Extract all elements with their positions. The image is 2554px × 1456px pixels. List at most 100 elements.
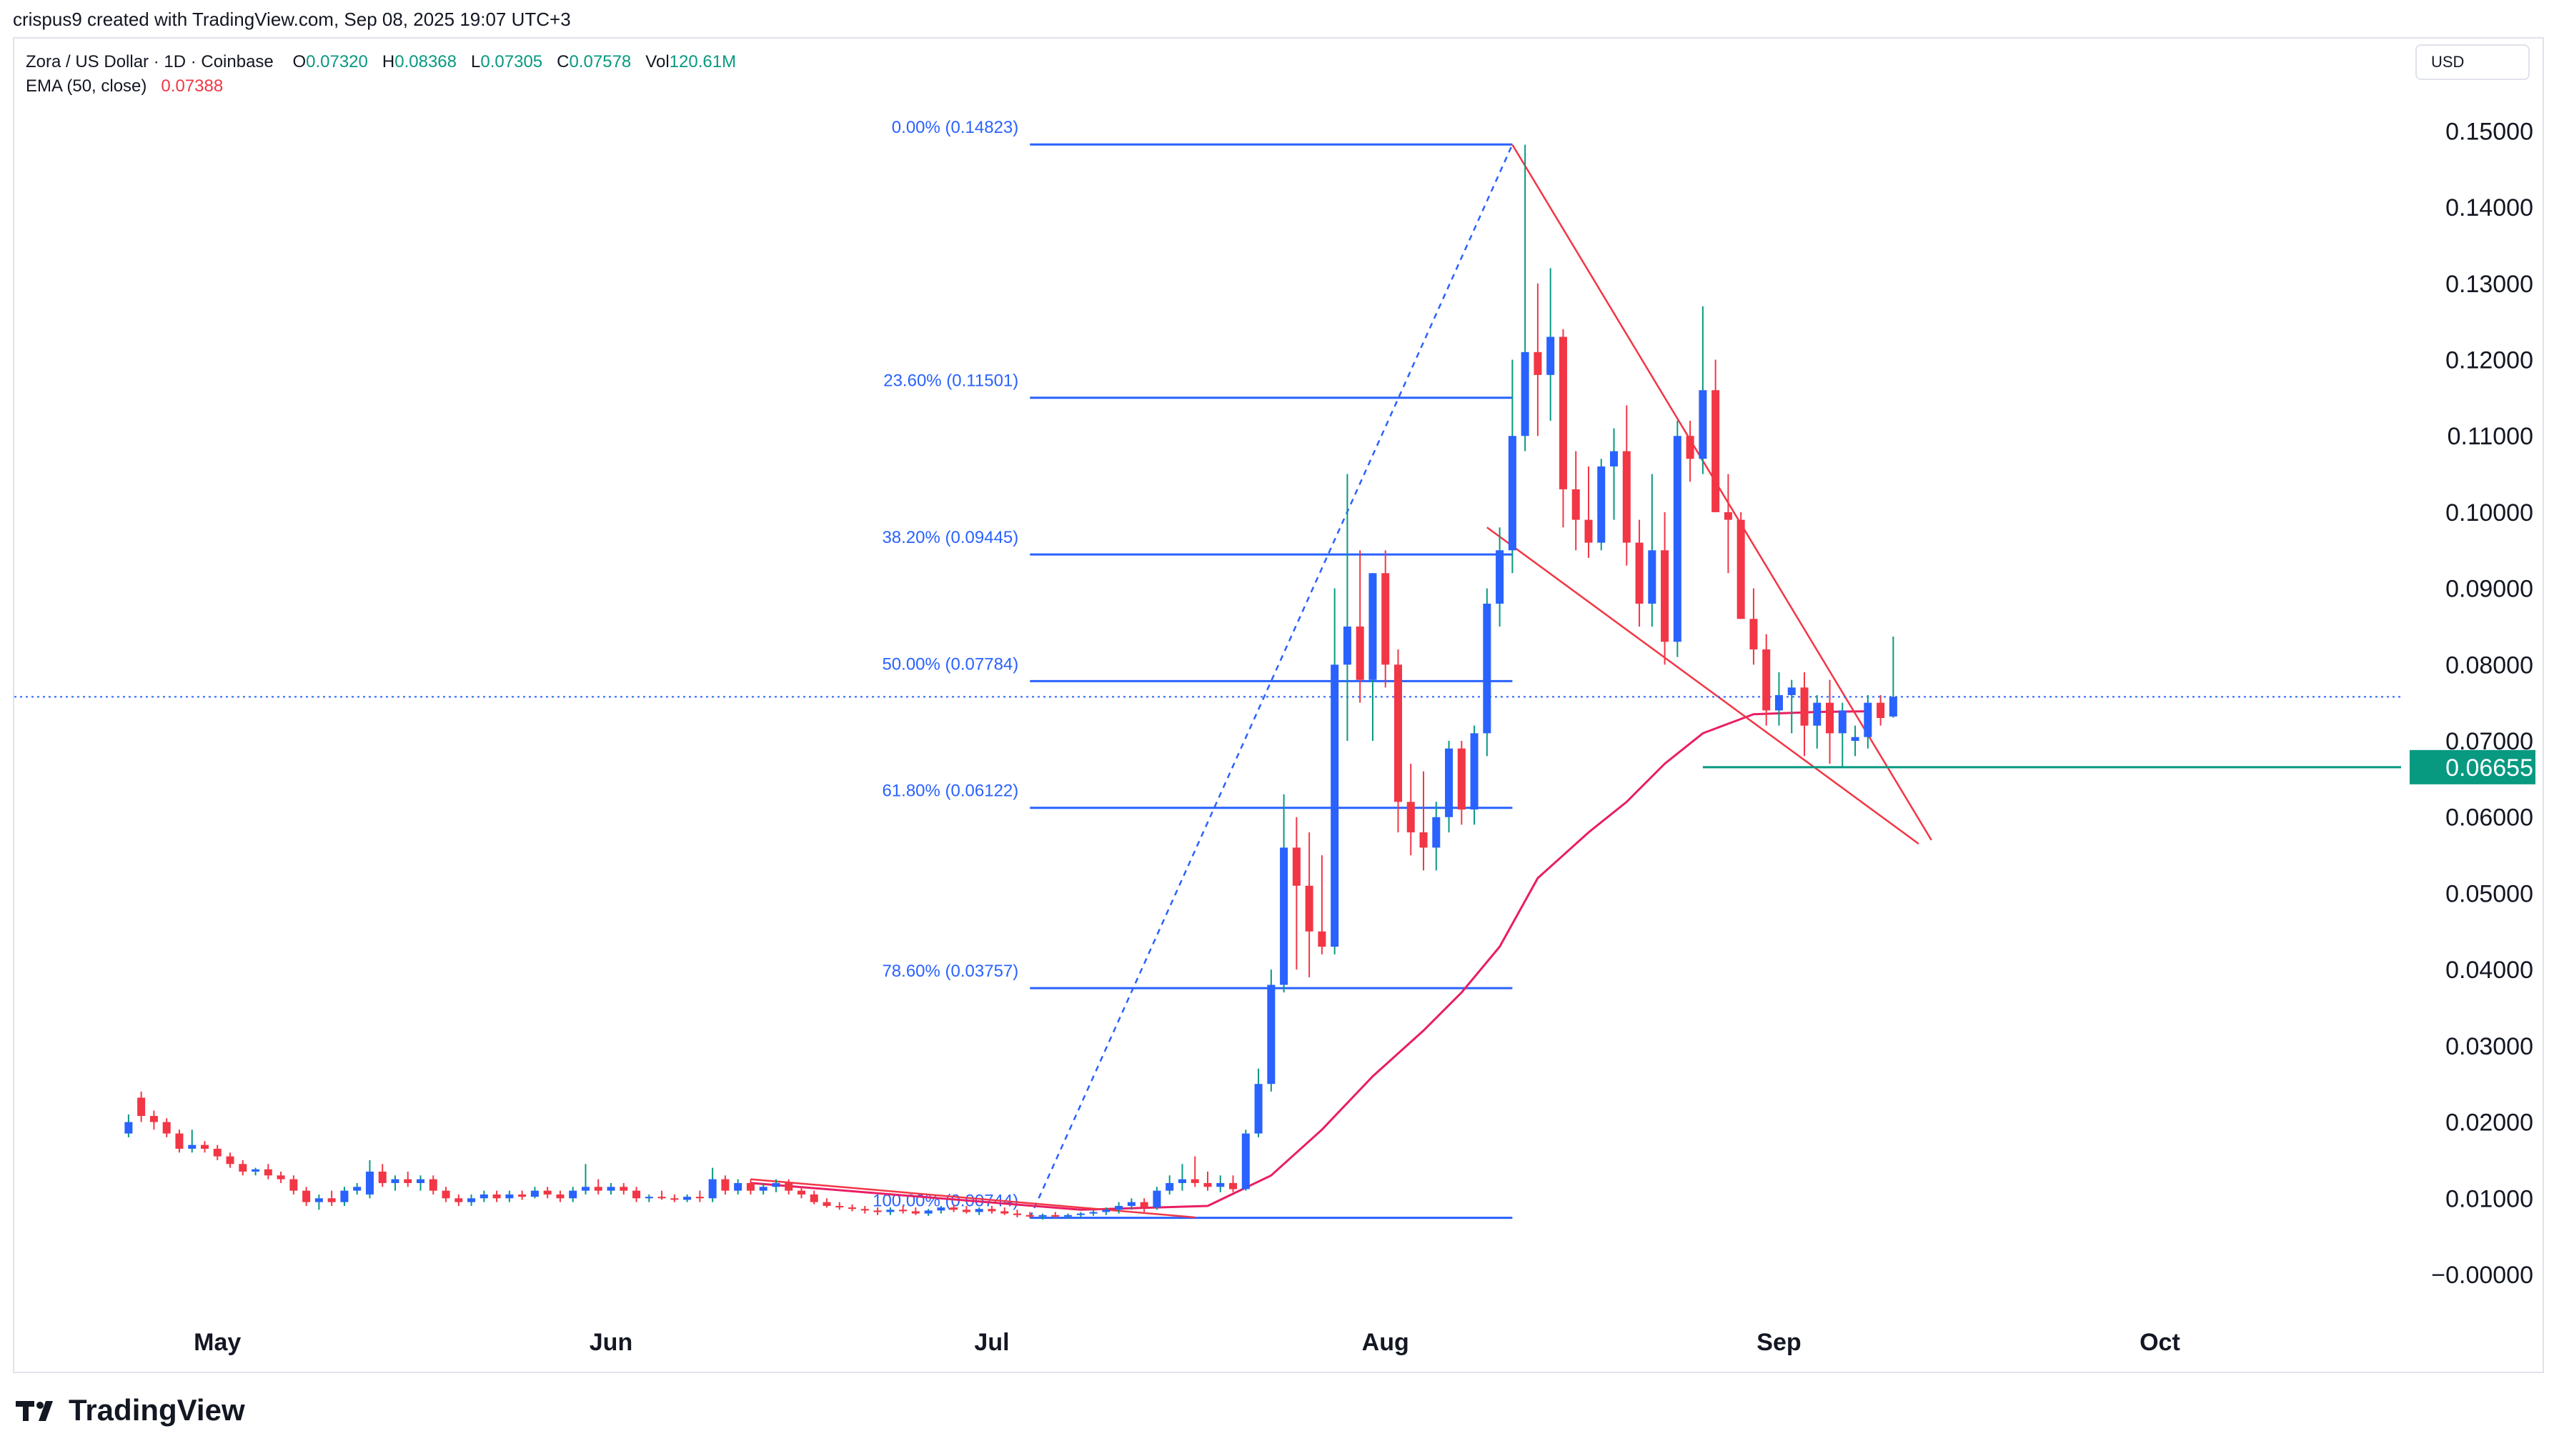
candle-body bbox=[417, 1179, 425, 1183]
candle bbox=[327, 1190, 336, 1206]
price-axis[interactable]: 0.15000 0.14000 0.13000 0.12000 0.11000 0.100… bbox=[2410, 118, 2535, 1289]
candle bbox=[734, 1179, 742, 1195]
candle bbox=[1038, 1213, 1047, 1220]
candle bbox=[1229, 1175, 1238, 1192]
candle bbox=[1178, 1164, 1186, 1191]
candle-body bbox=[1851, 737, 1859, 742]
candle bbox=[924, 1209, 933, 1216]
candle-body bbox=[1419, 832, 1428, 848]
candle bbox=[213, 1145, 222, 1160]
candle bbox=[1419, 771, 1428, 871]
candle-body bbox=[975, 1209, 983, 1212]
candle-body bbox=[1877, 702, 1885, 719]
candle-body bbox=[1203, 1182, 1212, 1187]
candle-body bbox=[1267, 984, 1276, 1084]
candle-body bbox=[1115, 1205, 1123, 1210]
currency-button[interactable]: USD bbox=[2415, 44, 2530, 80]
candle-body bbox=[200, 1145, 209, 1149]
candle-body bbox=[1102, 1210, 1110, 1212]
candle bbox=[1203, 1171, 1212, 1191]
candle-body bbox=[1393, 664, 1402, 802]
candle bbox=[404, 1171, 412, 1187]
candle bbox=[1292, 817, 1301, 970]
candle-body bbox=[848, 1207, 857, 1210]
candle bbox=[1356, 550, 1364, 703]
fibonacci-retracement[interactable]: 0.00% (0.14823) 23.60% (0.11501) 38.20% (0… bbox=[873, 118, 1514, 1220]
candle-body bbox=[1051, 1215, 1060, 1217]
candle bbox=[1267, 969, 1276, 1092]
candle bbox=[480, 1190, 488, 1202]
candle-body bbox=[695, 1197, 704, 1199]
candle bbox=[505, 1190, 514, 1202]
tradingview-logo[interactable]: TradingView bbox=[16, 1393, 245, 1427]
candle-body bbox=[1305, 885, 1313, 932]
candle bbox=[289, 1175, 298, 1195]
candle bbox=[1013, 1210, 1022, 1217]
candle bbox=[899, 1205, 908, 1214]
candle bbox=[810, 1190, 818, 1205]
candle-body bbox=[1826, 702, 1834, 734]
candle-body bbox=[1521, 351, 1529, 437]
candle bbox=[1521, 144, 1529, 452]
candle-body bbox=[1038, 1215, 1047, 1217]
price-tick-label: 0.06000 bbox=[2445, 804, 2533, 832]
candle bbox=[950, 1204, 958, 1212]
candle bbox=[962, 1205, 970, 1214]
ema-label[interactable]: EMA (50, close) bbox=[26, 76, 147, 96]
candle bbox=[1432, 802, 1441, 871]
candle bbox=[1749, 588, 1758, 665]
candle-body bbox=[1699, 390, 1707, 459]
candle bbox=[683, 1194, 692, 1202]
candle-body bbox=[683, 1197, 692, 1200]
time-tick-label: Oct bbox=[2140, 1329, 2180, 1356]
candle bbox=[835, 1202, 844, 1210]
candle-body bbox=[1661, 550, 1669, 642]
candle-body bbox=[1432, 817, 1441, 848]
candle bbox=[1877, 695, 1885, 726]
candle bbox=[1546, 268, 1555, 421]
candle-body bbox=[1762, 649, 1771, 711]
symbol-name[interactable]: Zora / US Dollar · 1D · Coinbase bbox=[26, 52, 274, 71]
candle-body bbox=[1153, 1190, 1161, 1208]
candle-body bbox=[1622, 451, 1631, 543]
candle-body bbox=[327, 1198, 336, 1202]
candle bbox=[137, 1091, 146, 1122]
candle bbox=[1864, 695, 1872, 749]
candle-body bbox=[429, 1179, 437, 1191]
candle bbox=[1584, 466, 1593, 558]
candle-body bbox=[1064, 1215, 1073, 1217]
price-tick-label: 0.01000 bbox=[2445, 1185, 2533, 1212]
candle bbox=[937, 1205, 945, 1214]
price-tick-label: 0.09000 bbox=[2445, 576, 2533, 603]
candle-body bbox=[226, 1156, 234, 1165]
price-tick-label: 0.14000 bbox=[2445, 194, 2533, 221]
candles-group[interactable] bbox=[124, 144, 1897, 1220]
candle-body bbox=[149, 1116, 158, 1122]
price-badge-background bbox=[2410, 749, 2535, 784]
candle-body bbox=[911, 1211, 920, 1214]
candle-body bbox=[1496, 550, 1504, 604]
candle-body bbox=[620, 1187, 628, 1191]
candle-body bbox=[1127, 1202, 1136, 1206]
candle-body bbox=[1610, 451, 1619, 467]
candle bbox=[1305, 832, 1313, 977]
candle bbox=[200, 1141, 209, 1153]
trend-lines[interactable] bbox=[14, 144, 2401, 1219]
candle bbox=[1381, 550, 1390, 688]
candle bbox=[1838, 702, 1847, 768]
price-tick-label: 0.13000 bbox=[2445, 271, 2533, 298]
time-axis[interactable]: May Jun Jul Aug Sep Oct bbox=[194, 1329, 2180, 1356]
candle bbox=[1571, 451, 1580, 551]
candle-body bbox=[1711, 390, 1720, 512]
candle bbox=[823, 1198, 831, 1208]
candle-body bbox=[1635, 542, 1644, 604]
candle-body bbox=[1166, 1182, 1174, 1191]
candle-body bbox=[252, 1169, 260, 1172]
candle bbox=[175, 1130, 184, 1153]
candle bbox=[988, 1205, 996, 1214]
open-value: 0.07320 bbox=[306, 52, 368, 71]
candle bbox=[1153, 1187, 1161, 1210]
ema-50-line bbox=[750, 710, 1868, 1211]
candle-body bbox=[1736, 519, 1745, 619]
